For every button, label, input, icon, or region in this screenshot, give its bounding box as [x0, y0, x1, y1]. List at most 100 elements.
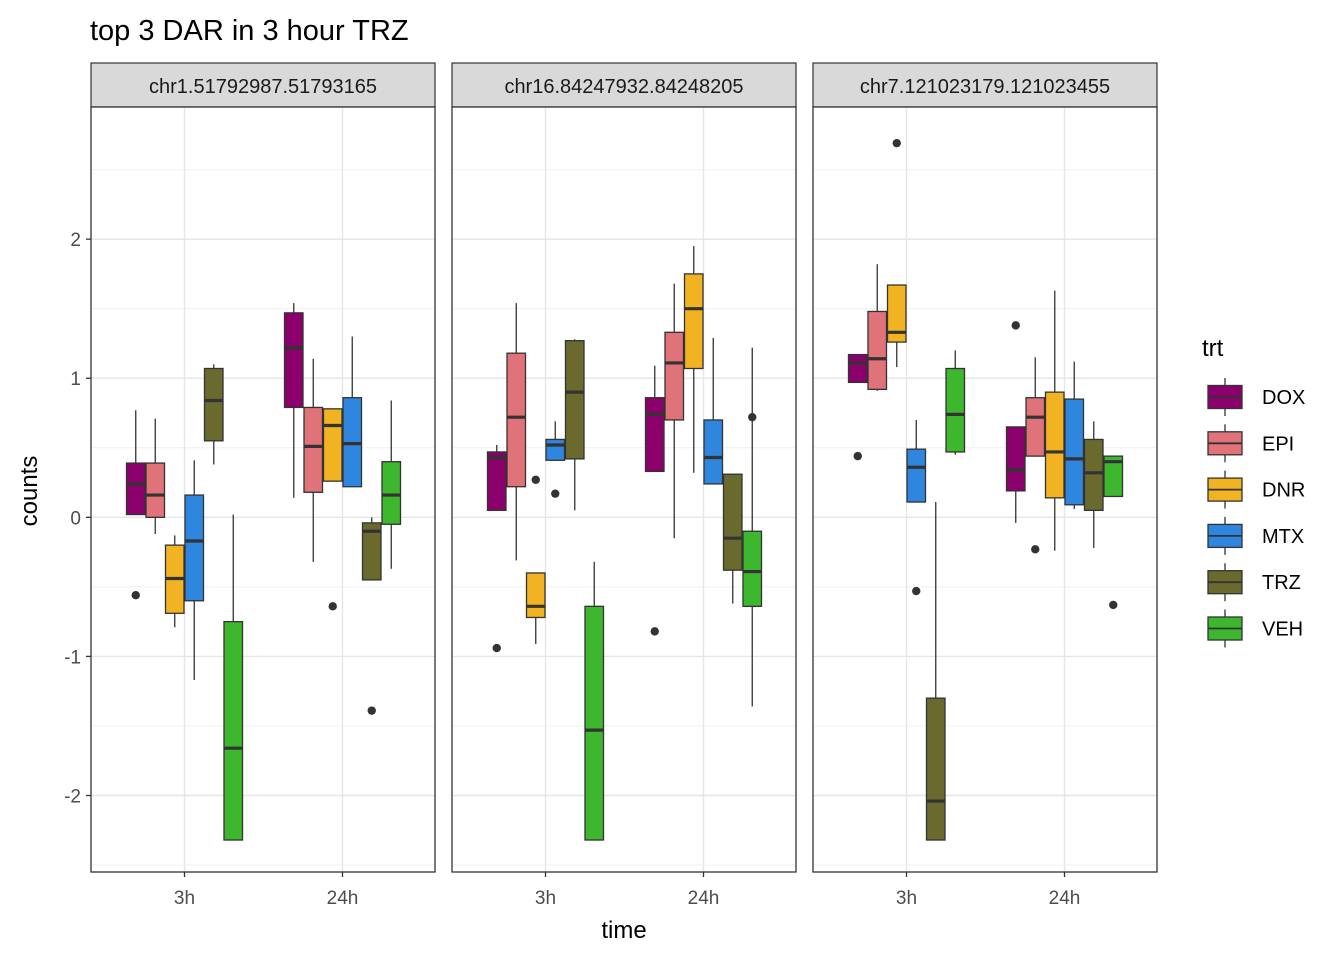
outlier-point — [1031, 545, 1040, 554]
box-body — [361, 522, 382, 581]
box-dox — [283, 303, 304, 498]
box-body — [283, 312, 304, 409]
outlier-point — [1109, 600, 1118, 610]
outlier-point — [892, 138, 901, 148]
box-trz — [1083, 421, 1104, 548]
facet-strip — [90, 62, 436, 108]
box-trz — [925, 502, 946, 841]
box-body — [722, 473, 743, 571]
box-dnr — [525, 475, 546, 644]
box-veh — [1103, 455, 1124, 610]
facet-strip-label: chr16.84247932.84248205 — [504, 76, 743, 98]
box-body — [545, 438, 566, 461]
box-epi — [867, 264, 888, 391]
y-tick-label: 1 — [70, 369, 81, 390]
box-veh — [381, 400, 402, 569]
box-dnr — [1044, 290, 1065, 551]
box-body — [322, 408, 343, 482]
box-body — [145, 462, 166, 518]
box-mtx — [703, 337, 724, 485]
x-tick-label: 3h — [896, 888, 917, 909]
box-body — [1103, 455, 1124, 498]
box-dnr — [886, 138, 907, 368]
box-body — [644, 397, 665, 473]
box-trz — [203, 364, 224, 465]
legend-item-dnr: DNR — [1207, 470, 1305, 509]
panel-border — [451, 106, 797, 873]
box-epi — [664, 283, 685, 539]
box-epi — [1025, 357, 1046, 554]
box-body — [584, 605, 605, 841]
outlier-point — [748, 412, 757, 422]
box-mtx — [545, 421, 566, 498]
box-body — [1044, 391, 1065, 499]
box-body — [486, 451, 507, 512]
box-dox — [1005, 321, 1026, 523]
box-body — [506, 352, 527, 488]
outlier-point — [531, 475, 540, 484]
legend-label: VEH — [1262, 619, 1303, 641]
outlier-point — [650, 627, 659, 636]
outlier-point — [853, 451, 862, 461]
box-trz — [564, 339, 585, 511]
x-tick-label: 3h — [174, 888, 195, 909]
legend-label: EPI — [1262, 433, 1294, 455]
x-tick-label: 24h — [688, 888, 720, 909]
legend: trt DOX EPI DNR MTX TRZ VEH — [1202, 335, 1305, 648]
box-body — [847, 353, 868, 384]
box-dnr — [164, 535, 185, 628]
box-body — [742, 530, 763, 607]
box-body — [906, 448, 927, 503]
legend-item-mtx: MTX — [1207, 516, 1304, 555]
box-veh — [584, 561, 605, 841]
box-body — [683, 273, 704, 370]
outlier-point — [1011, 321, 1020, 330]
box-body — [525, 572, 546, 619]
facet-panel: chr16.84247932.84248205 3h 24h — [451, 62, 797, 909]
y-tick-label: 0 — [70, 508, 81, 529]
panel-border — [812, 106, 1158, 873]
box-mtx — [342, 336, 363, 488]
facet-strip — [451, 62, 797, 108]
box-body — [203, 367, 224, 442]
x-axis-title: time — [601, 917, 646, 944]
box-body — [886, 284, 907, 343]
y-tick-label: 2 — [70, 230, 81, 251]
box-body — [1064, 398, 1085, 506]
x-tick-label: 3h — [535, 888, 556, 909]
box-veh — [945, 350, 966, 455]
box-epi — [303, 358, 324, 562]
outlier-point — [328, 602, 337, 611]
box-body — [1005, 426, 1026, 492]
chart-title: top 3 DAR in 3 hour TRZ — [90, 15, 409, 47]
box-body — [1083, 438, 1104, 512]
legend-label: DOX — [1262, 387, 1305, 409]
y-tick-label: -1 — [64, 647, 81, 668]
facet-panel: chr7.121023179.121023455 3h 24h — [812, 62, 1158, 909]
facet-strip-label: chr7.121023179.121023455 — [860, 76, 1110, 98]
box-dnr — [683, 246, 704, 473]
box-epi — [145, 418, 166, 535]
legend-item-trz: TRZ — [1207, 563, 1301, 602]
legend-item-dox: DOX — [1207, 378, 1305, 416]
box-trz — [361, 517, 382, 715]
legend-item-veh: VEH — [1207, 609, 1303, 648]
box-mtx — [184, 460, 205, 681]
box-mtx — [1064, 361, 1085, 509]
box-body — [564, 340, 585, 460]
legend-item-epi: EPI — [1207, 424, 1294, 463]
box-dnr — [322, 408, 343, 611]
box-body — [1025, 397, 1046, 457]
box-body — [703, 419, 724, 485]
box-body — [664, 331, 685, 421]
box-dox — [847, 353, 868, 461]
box-mtx — [906, 419, 927, 596]
y-axis: -2 -1 0 1 2 — [64, 230, 91, 808]
box-body — [223, 620, 244, 841]
box-body — [925, 697, 946, 841]
legend-label: TRZ — [1262, 572, 1301, 594]
legend-title: trt — [1202, 335, 1224, 362]
box-veh — [223, 514, 244, 841]
